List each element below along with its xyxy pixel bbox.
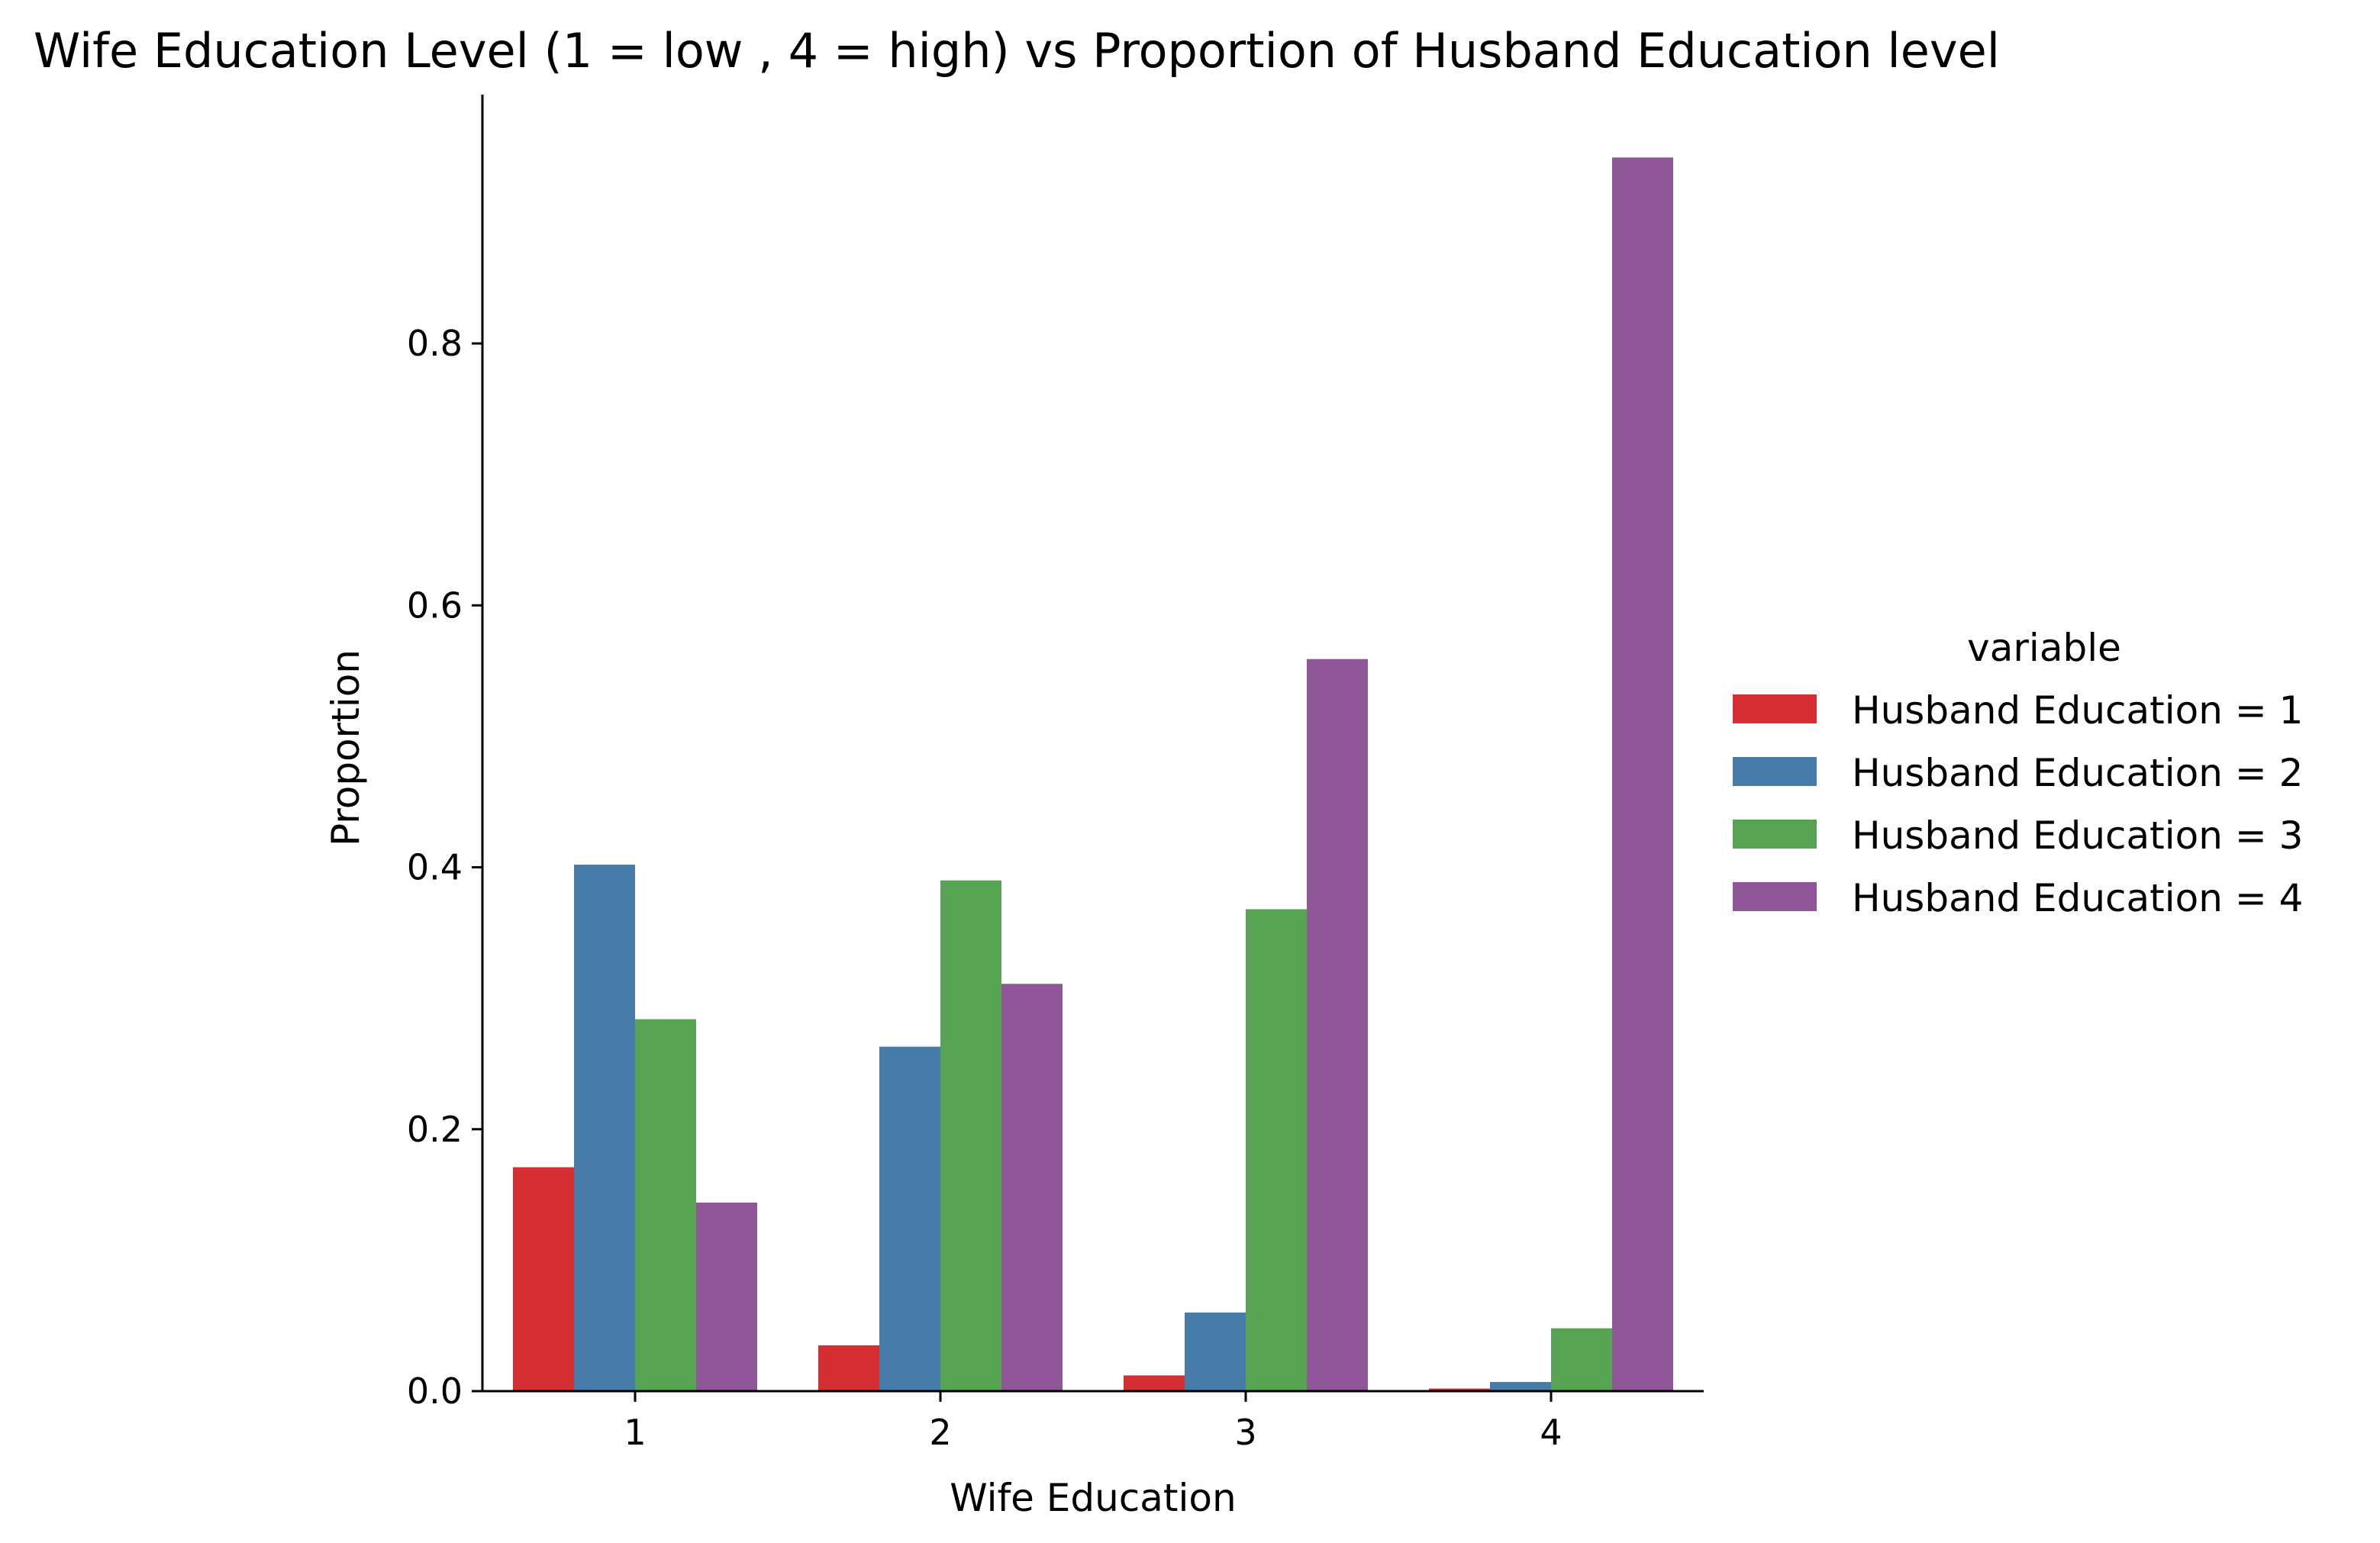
x-tick-label: 1 <box>624 1412 646 1453</box>
bar-series-3-category-2 <box>940 880 1001 1391</box>
legend-label: Husband Education = 2 <box>1852 751 2303 795</box>
bar-series-2-category-1 <box>574 865 635 1391</box>
bar-series-1-category-3 <box>1124 1375 1185 1391</box>
y-tick-label: 0.6 <box>407 585 463 626</box>
chart-title: Wife Education Level (1 = low , 4 = high… <box>34 23 2000 79</box>
legend-title: variable <box>1967 626 2121 670</box>
bar-series-1-category-1 <box>513 1167 574 1391</box>
legend-label: Husband Education = 3 <box>1852 813 2303 858</box>
x-tick-label: 3 <box>1234 1412 1256 1453</box>
legend-swatch <box>1733 757 1817 786</box>
x-axis-label: Wife Education <box>950 1476 1236 1520</box>
bar-series-4-category-2 <box>1001 984 1063 1391</box>
legend-label: Husband Education = 4 <box>1852 876 2303 920</box>
legend-swatch <box>1733 820 1817 849</box>
bar-series-3-category-1 <box>635 1019 696 1391</box>
bar-series-1-category-4 <box>1429 1388 1490 1391</box>
bar-series-4-category-3 <box>1307 659 1368 1391</box>
x-tick-label: 2 <box>929 1412 951 1453</box>
bar-series-1-category-2 <box>818 1345 879 1391</box>
bar-series-2-category-3 <box>1185 1313 1246 1391</box>
y-tick-label: 0.2 <box>407 1109 463 1150</box>
bar-series-2-category-4 <box>1490 1381 1551 1391</box>
y-axis-label: Proportion <box>324 649 368 846</box>
bar-series-4-category-1 <box>696 1202 757 1391</box>
x-ticks: 1 2 3 4 <box>624 1391 1562 1453</box>
y-ticks: 0.0 0.2 0.4 0.6 0.8 <box>407 323 482 1412</box>
x-tick-label: 4 <box>1540 1412 1562 1453</box>
bar-series-3-category-3 <box>1246 909 1307 1391</box>
legend-swatch <box>1733 882 1817 911</box>
y-tick-label: 0.0 <box>407 1371 463 1412</box>
bar-series-2-category-2 <box>879 1046 940 1391</box>
bar-series-4-category-4 <box>1612 157 1673 1391</box>
bar-series-3-category-4 <box>1551 1328 1612 1391</box>
legend-items: Husband Education = 1 Husband Education =… <box>1733 688 2303 920</box>
legend-label: Husband Education = 1 <box>1852 688 2303 733</box>
plot-area: 0.0 0.2 0.4 0.6 0.8 1 2 3 4 <box>407 95 1704 1453</box>
bars-layer <box>513 157 1673 1391</box>
y-tick-label: 0.8 <box>407 323 463 364</box>
y-tick-label: 0.4 <box>407 847 463 888</box>
legend-swatch <box>1733 694 1817 723</box>
